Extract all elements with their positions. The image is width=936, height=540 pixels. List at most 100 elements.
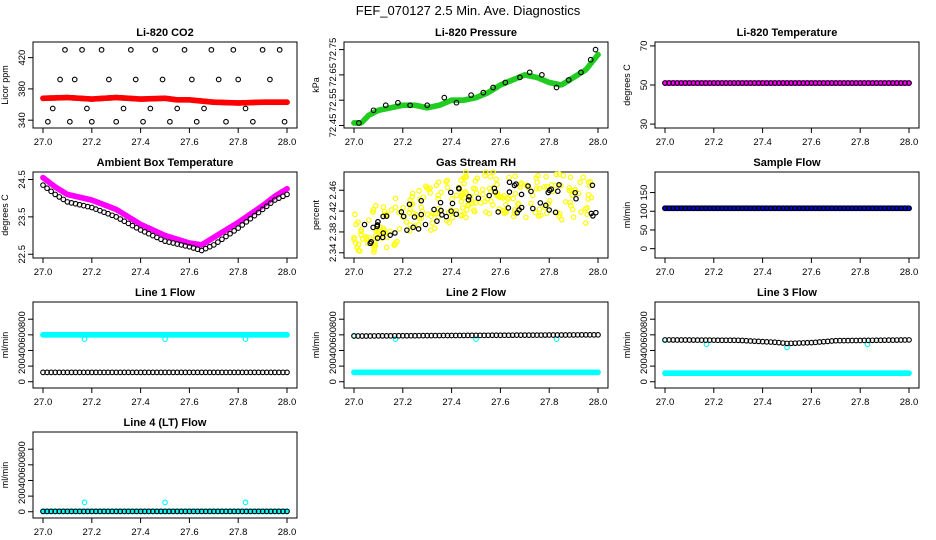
- data-point: [501, 193, 507, 199]
- data-point: [582, 220, 589, 226]
- x-tick-label: 27.2: [394, 137, 413, 148]
- data-point: [469, 200, 476, 207]
- data-point: [530, 205, 536, 212]
- x-tick-label: 27.0: [656, 137, 675, 148]
- x-tick-label: 27.6: [180, 527, 199, 538]
- x-tick-label: 27.6: [180, 267, 199, 278]
- data-point: [533, 175, 539, 181]
- x-tick-label: 27.8: [540, 267, 559, 278]
- data-point: [429, 220, 436, 226]
- plot-frame: [343, 301, 609, 389]
- data-point: [554, 188, 561, 195]
- data-point: [511, 182, 518, 189]
- data-point: [382, 102, 389, 109]
- panel-title: Ambient Box Temperature: [97, 157, 234, 169]
- panel-title: Line 2 Flow: [446, 287, 506, 299]
- data-point: [81, 336, 88, 342]
- data-point: [391, 241, 398, 248]
- y-tick-label: 600: [328, 327, 339, 343]
- data-point: [573, 195, 579, 202]
- data-point: [392, 195, 399, 202]
- data-point: [506, 174, 512, 181]
- data-point: [219, 236, 225, 243]
- series-rh-average: [361, 179, 599, 247]
- data-point: [400, 204, 406, 211]
- series-ambient-average: [40, 174, 290, 248]
- data-point: [487, 173, 494, 180]
- y-tick-label: 2.42: [328, 202, 339, 221]
- data-point: [45, 118, 51, 125]
- panel-line3: Line 3 Flow ml/min 27.0 27.2 27.4 27.6 27.8 28.…: [622, 287, 920, 408]
- x-tick-label: 27.0: [34, 267, 53, 278]
- data-point: [422, 221, 429, 228]
- data-point: [371, 243, 377, 249]
- x-tick-label: 27.0: [656, 267, 675, 278]
- y-tick-label: 50: [639, 225, 650, 236]
- data-point: [373, 202, 379, 209]
- y-axis-label: ml/min: [0, 462, 10, 489]
- data-point: [906, 337, 912, 343]
- data-point: [459, 190, 465, 197]
- y-axis-label: kPa: [311, 77, 321, 93]
- data-point: [556, 171, 563, 177]
- data-point: [427, 185, 433, 191]
- data-point: [572, 189, 578, 196]
- data-point: [572, 186, 578, 193]
- x-tick-label: 27.8: [229, 137, 248, 148]
- y-tick-label: 420: [17, 50, 28, 66]
- panel-co2: Li-820 CO2 Licor ppm 27.0 27.2 27.4 27.6 27.8 2…: [0, 27, 298, 148]
- y-tick-label: 2.38: [328, 223, 339, 242]
- data-point: [242, 336, 249, 342]
- data-point: [492, 189, 499, 195]
- data-point: [374, 235, 381, 241]
- data-point: [407, 206, 413, 213]
- data-point: [536, 185, 542, 192]
- data-point: [48, 188, 54, 195]
- panel-line1: Line 1 Flow ml/min 27.0 27.2 27.4 27.6 27.8 28.…: [0, 287, 298, 408]
- y-tick-label: 600: [17, 457, 28, 473]
- data-point: [486, 192, 493, 199]
- y-tick-label: 24.5: [17, 170, 28, 189]
- x-tick-label: 27.0: [345, 267, 364, 278]
- panel-title: Gas Stream RH: [436, 157, 516, 169]
- data-point: [461, 180, 467, 187]
- data-point: [447, 189, 454, 196]
- data-point: [512, 173, 518, 180]
- y-axis-label: ml/min: [311, 332, 321, 359]
- data-point: [374, 222, 381, 228]
- data-point: [479, 186, 486, 193]
- data-point: [71, 76, 78, 83]
- data-point: [44, 185, 50, 192]
- data-point: [474, 175, 481, 182]
- data-point: [415, 226, 422, 232]
- data-point: [392, 204, 399, 211]
- x-tick-label: 27.4: [442, 137, 461, 148]
- x-tick-label: 27.2: [705, 137, 724, 148]
- data-point: [215, 76, 222, 83]
- data-point: [406, 201, 413, 208]
- data-point: [410, 224, 416, 231]
- data-point: [242, 499, 249, 506]
- data-point: [577, 179, 583, 186]
- data-point: [223, 233, 229, 240]
- data-point: [578, 209, 584, 215]
- series-line1-outliers: [81, 336, 249, 342]
- data-point: [565, 77, 572, 83]
- data-point: [510, 195, 516, 202]
- data-point: [276, 46, 283, 53]
- data-point: [223, 118, 229, 125]
- x-tick-label: 27.0: [345, 137, 364, 148]
- x-tick-label: 27.6: [491, 137, 510, 148]
- data-point: [371, 249, 377, 255]
- data-point: [580, 174, 586, 181]
- x-tick-label: 27.4: [753, 397, 772, 408]
- data-point: [568, 187, 575, 194]
- series-pressure-samples: [356, 46, 599, 126]
- data-point: [463, 214, 469, 221]
- data-point: [435, 192, 442, 199]
- data-point: [587, 56, 594, 63]
- x-tick-label: 27.4: [442, 267, 461, 278]
- data-point: [351, 236, 357, 243]
- data-point: [864, 341, 871, 348]
- y-axis-label: ml/min: [622, 202, 632, 229]
